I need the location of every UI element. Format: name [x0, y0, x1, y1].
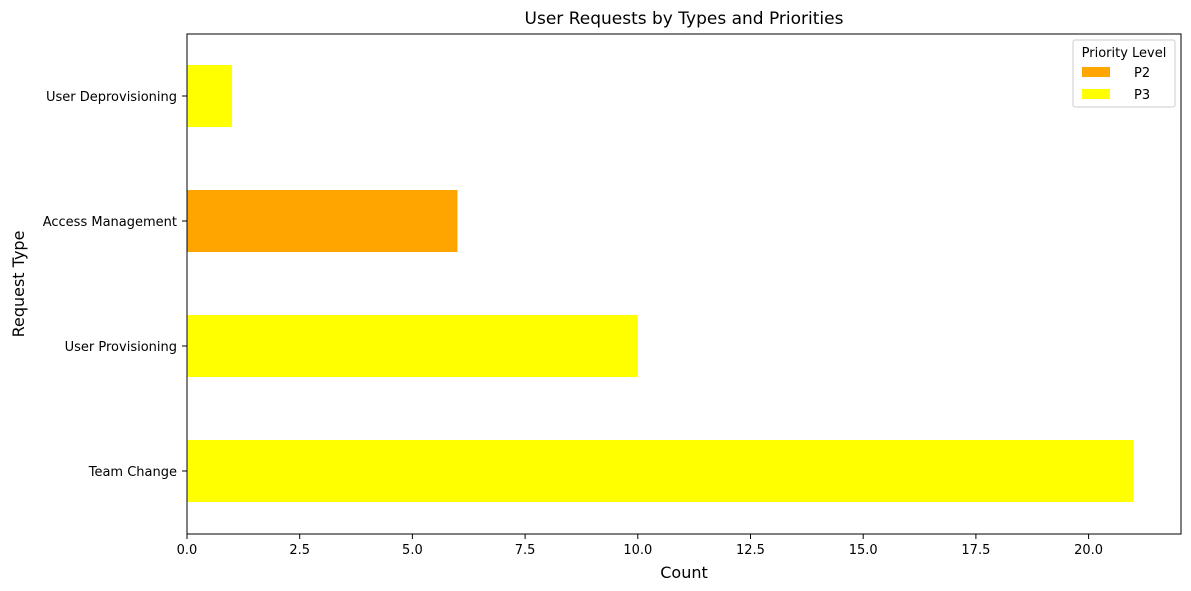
y-axis: Team Change User Provisioning Access Manag…	[43, 90, 187, 480]
x-tick-label: 15.0	[849, 543, 878, 558]
bars-group	[187, 65, 1134, 502]
bar-p3-user-provisioning	[187, 315, 638, 377]
y-tick-label: Team Change	[88, 465, 177, 480]
x-tick-label: 10.0	[623, 543, 652, 558]
x-axis-label: Count	[660, 563, 708, 582]
bar-p3-team-change	[187, 440, 1134, 502]
y-tick-label: User Provisioning	[65, 340, 177, 355]
x-tick-label: 17.5	[961, 543, 990, 558]
x-tick-label: 20.0	[1074, 543, 1103, 558]
legend-swatch-p2	[1082, 67, 1110, 77]
y-tick-label: Access Management	[43, 215, 177, 230]
x-tick-label: 2.5	[289, 543, 310, 558]
chart-title: User Requests by Types and Priorities	[525, 9, 844, 29]
legend-title: Priority Level	[1082, 46, 1167, 61]
legend-label-p3: P3	[1134, 88, 1150, 103]
x-axis: 0.0 2.5 5.0 7.5 10.0 12.5 15.0 17.5 20.0	[177, 534, 1103, 558]
bar-p2-access-management	[187, 190, 458, 252]
legend-swatch-p3	[1082, 89, 1110, 99]
y-tick-label: User Deprovisioning	[46, 90, 177, 105]
x-tick-label: 7.5	[515, 543, 536, 558]
bar-p3-user-deprovisioning	[187, 65, 233, 127]
x-tick-label: 0.0	[177, 543, 198, 558]
x-tick-label: 12.5	[736, 543, 765, 558]
x-tick-label: 5.0	[402, 543, 423, 558]
y-axis-label: Request Type	[9, 231, 28, 338]
plot-area-frame	[186, 33, 1182, 535]
legend-label-p2: P2	[1134, 66, 1150, 81]
